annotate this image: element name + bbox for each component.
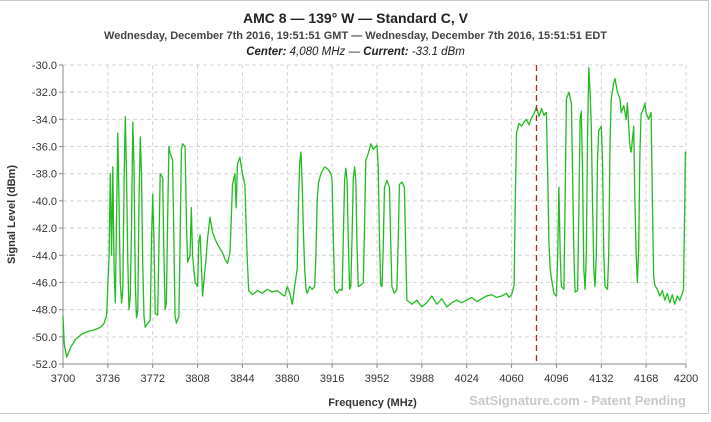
x-tick-label: 4132	[589, 373, 613, 385]
y-tick-label: -30.0	[32, 60, 57, 72]
x-tick-label: 4096	[544, 373, 568, 385]
watermark: SatSignature.com - Patent Pending	[469, 393, 686, 408]
y-tick-label: -48.0	[32, 305, 57, 317]
y-tick-label: -44.0	[32, 250, 57, 262]
x-tick-label: 3700	[51, 373, 75, 385]
x-tick-label: 4024	[454, 373, 478, 385]
y-tick-label: -38.0	[32, 169, 57, 181]
y-tick-label: -32.0	[32, 87, 57, 99]
y-axis-title: Signal Level (dBm)	[6, 165, 18, 264]
x-tick-label: 4168	[634, 373, 658, 385]
x-tick-label: 3844	[230, 373, 254, 385]
current-label: Current:	[363, 46, 409, 58]
x-tick-label: 4060	[499, 373, 523, 385]
y-tick-label: -46.0	[32, 277, 57, 289]
info-separator: —	[348, 46, 360, 58]
series-line	[62, 67, 687, 358]
y-tick-label: -34.0	[32, 114, 57, 126]
x-tick-label: 3808	[185, 373, 209, 385]
x-tick-label: 3772	[140, 373, 164, 385]
chart-info: Center: 4,080 MHz — Current: -33.1 dBm	[0, 46, 711, 58]
current-value: -33.1 dBm	[411, 46, 465, 58]
x-tick-label: 3988	[410, 373, 434, 385]
chart-title: AMC 8 — 139° W — Standard C, V	[243, 10, 468, 26]
y-tick-label: -50.0	[32, 332, 57, 344]
center-value: 4,080 MHz	[289, 46, 346, 58]
y-tick-label: -40.0	[32, 196, 57, 208]
y-tick-label: -52.0	[32, 359, 57, 371]
x-tick-label: 4200	[674, 373, 698, 385]
x-tick-label: 3736	[96, 373, 120, 385]
x-tick-label: 3880	[275, 373, 299, 385]
x-tick-label: 3916	[320, 373, 344, 385]
center-label: Center:	[246, 46, 287, 58]
x-axis-title: Frequency (MHz)	[328, 397, 417, 409]
chart-subtitle: Wednesday, December 7th 2016, 19:51:51 G…	[104, 30, 607, 42]
x-tick-label: 3952	[365, 373, 389, 385]
y-tick-label: -36.0	[32, 142, 57, 154]
chart-frame	[0, 0, 709, 414]
y-tick-label: -42.0	[32, 223, 57, 235]
